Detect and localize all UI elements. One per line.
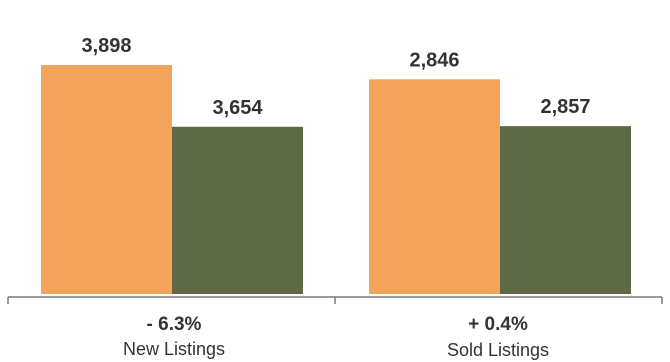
category-labels-group: - 6.3% New Listings + 0.4% Sold Listings <box>123 314 549 360</box>
data-label: 3,654 <box>212 97 263 119</box>
value-labels-group: 3,898 3,654 2,846 2,857 <box>81 35 590 119</box>
bars-group <box>41 65 631 295</box>
bar <box>369 79 500 294</box>
bar <box>500 126 631 295</box>
bar <box>41 65 172 294</box>
data-label: 2,846 <box>409 49 459 71</box>
bar <box>172 126 303 294</box>
change-label-sold-listings: + 0.4% <box>468 314 528 335</box>
data-label: 2,857 <box>540 96 590 118</box>
category-label-new-listings: New Listings <box>123 339 225 359</box>
category-label-sold-listings: Sold Listings <box>447 340 549 360</box>
data-label: 3,898 <box>81 35 131 57</box>
change-label-new-listings: - 6.3% <box>147 314 202 335</box>
x-axis <box>7 296 663 304</box>
